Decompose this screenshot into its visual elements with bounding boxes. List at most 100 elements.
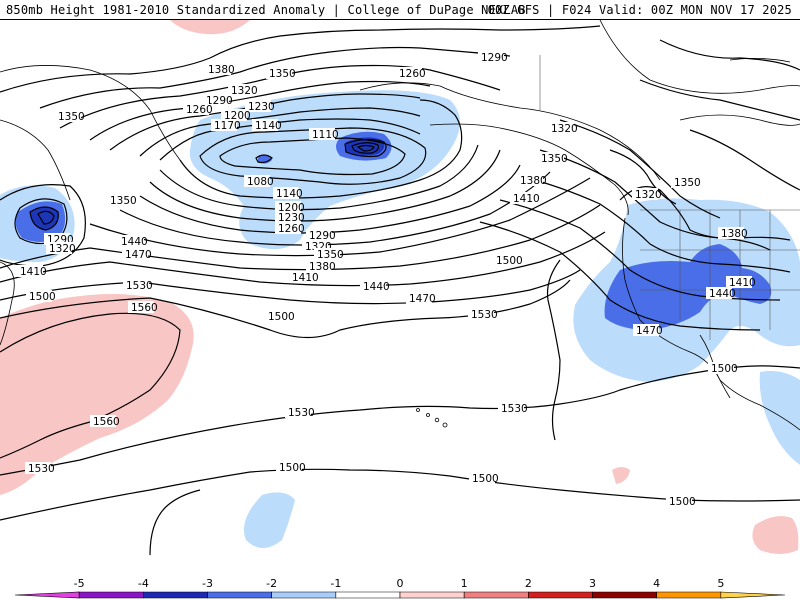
contour-label: 1410 xyxy=(726,276,756,289)
svg-text:1500: 1500 xyxy=(268,311,295,323)
contour-label: 1080 xyxy=(244,175,274,188)
positive-anomaly-area xyxy=(0,294,194,495)
svg-text:1530: 1530 xyxy=(28,463,55,475)
contour-label: 1170 xyxy=(211,119,241,132)
svg-text:1530: 1530 xyxy=(471,309,498,321)
svg-text:1170: 1170 xyxy=(214,120,241,132)
colorbar-segments xyxy=(14,591,786,599)
svg-text:1380: 1380 xyxy=(309,261,336,273)
svg-text:1350: 1350 xyxy=(541,153,568,165)
svg-text:1410: 1410 xyxy=(513,193,540,205)
contour-label: 1350 xyxy=(538,152,568,165)
svg-text:1350: 1350 xyxy=(110,195,137,207)
svg-text:1500: 1500 xyxy=(496,255,523,267)
contour-label: 1440 xyxy=(118,235,148,248)
contour-label: 1500 xyxy=(265,310,295,323)
contour-label: 1380 xyxy=(306,260,336,273)
colorbar-segment xyxy=(399,591,465,599)
contour-label: 1350 xyxy=(107,194,137,207)
positive-anomaly-area xyxy=(612,467,630,484)
strong-negative-anomaly xyxy=(604,244,772,330)
svg-text:1320: 1320 xyxy=(635,189,662,201)
contour-label: 1380 xyxy=(205,63,235,76)
contour-label: 1560 xyxy=(128,301,158,314)
contour-label: 1410 xyxy=(510,192,540,205)
contour-label: 1530 xyxy=(498,402,528,415)
svg-text:1560: 1560 xyxy=(93,416,120,428)
colorbar-tick-label: 0 xyxy=(397,577,404,590)
contour-label: 1290 xyxy=(203,94,233,107)
svg-text:1530: 1530 xyxy=(126,280,153,292)
contour-label: 1470 xyxy=(633,324,663,337)
map-header: 850mb Height 1981-2010 Standardized Anom… xyxy=(0,0,800,20)
svg-text:1410: 1410 xyxy=(292,272,319,284)
svg-text:1500: 1500 xyxy=(472,473,499,485)
contour-label: 1350 xyxy=(266,67,296,80)
contour-label: 1500 xyxy=(493,254,523,267)
svg-text:1290: 1290 xyxy=(309,230,336,242)
contour-label: 1530 xyxy=(285,406,315,419)
svg-text:1470: 1470 xyxy=(125,249,152,261)
svg-text:1500: 1500 xyxy=(669,496,696,508)
contour-label: 1500 xyxy=(708,362,738,375)
anomaly-shading xyxy=(0,20,800,554)
colorbar-segment xyxy=(656,591,722,599)
svg-text:1320: 1320 xyxy=(551,123,578,135)
svg-text:1350: 1350 xyxy=(269,68,296,80)
svg-text:1140: 1140 xyxy=(276,188,303,200)
contour-label: 1230 xyxy=(245,100,275,113)
colorbar-segment xyxy=(463,591,529,599)
contour-label: 1410 xyxy=(17,265,47,278)
svg-text:1500: 1500 xyxy=(711,363,738,375)
contour-label: 1530 xyxy=(468,308,498,321)
contour-labels: 1380 1350 1260 1290 1320 1290 1260 1230 … xyxy=(17,51,756,508)
contour-label: 1470 xyxy=(122,248,152,261)
contour-label: 1290 xyxy=(478,51,508,64)
svg-text:1440: 1440 xyxy=(709,288,736,300)
svg-text:1260: 1260 xyxy=(186,104,213,116)
svg-text:1230: 1230 xyxy=(278,212,305,224)
colorbar-segment xyxy=(271,591,337,599)
colorbar-tick-label: -1 xyxy=(330,577,341,590)
contour-label: 1470 xyxy=(406,292,436,305)
anomaly-colorbar: -5 -4 -3 -2 -1 0 1 2 3 4 5 xyxy=(0,575,800,600)
positive-anomaly-area xyxy=(752,516,799,554)
contour-label: 1320 xyxy=(632,188,662,201)
contour-label: 1500 xyxy=(469,472,499,485)
contour-label: 1110 xyxy=(309,128,339,141)
contour-label: 1410 xyxy=(289,271,319,284)
svg-text:1380: 1380 xyxy=(520,175,547,187)
colorbar-segment xyxy=(592,591,657,599)
svg-text:1380: 1380 xyxy=(208,64,235,76)
contour-label: 1290 xyxy=(306,229,336,242)
svg-text:1560: 1560 xyxy=(131,302,158,314)
contour-label: 1440 xyxy=(706,287,736,300)
svg-text:1380: 1380 xyxy=(721,228,748,240)
model-valid-time: 00Z GFS | F024 Valid: 00Z MON NOV 17 202… xyxy=(487,3,792,17)
svg-text:1140: 1140 xyxy=(255,120,282,132)
colorbar-segment xyxy=(335,591,401,599)
svg-text:1260: 1260 xyxy=(399,68,426,80)
colorbar-tick-label: -4 xyxy=(138,577,149,590)
contour-label: 1380 xyxy=(517,174,547,187)
colorbar-segment xyxy=(207,591,272,599)
colorbar-segment xyxy=(143,591,208,599)
svg-text:1290: 1290 xyxy=(206,95,233,107)
colorbar-tick-label: -2 xyxy=(266,577,277,590)
contour-label: 1560 xyxy=(90,415,120,428)
anomaly-map: 1380 1350 1260 1290 1320 1290 1260 1230 … xyxy=(0,20,800,556)
svg-text:1470: 1470 xyxy=(409,293,436,305)
contour-label: 1320 xyxy=(548,122,578,135)
svg-text:1260: 1260 xyxy=(278,223,305,235)
svg-text:1410: 1410 xyxy=(20,266,47,278)
contour-label: 1500 xyxy=(276,461,306,474)
svg-text:1470: 1470 xyxy=(636,325,663,337)
svg-text:1440: 1440 xyxy=(121,236,148,248)
contour-label: 1350 xyxy=(314,248,344,261)
contour-label: 1320 xyxy=(228,84,258,97)
contour-label: 1260 xyxy=(275,222,305,235)
svg-text:1410: 1410 xyxy=(729,277,756,289)
contour-label: 1140 xyxy=(252,119,282,132)
contour-label: 1440 xyxy=(360,280,390,293)
negative-anomaly-area xyxy=(244,492,295,548)
